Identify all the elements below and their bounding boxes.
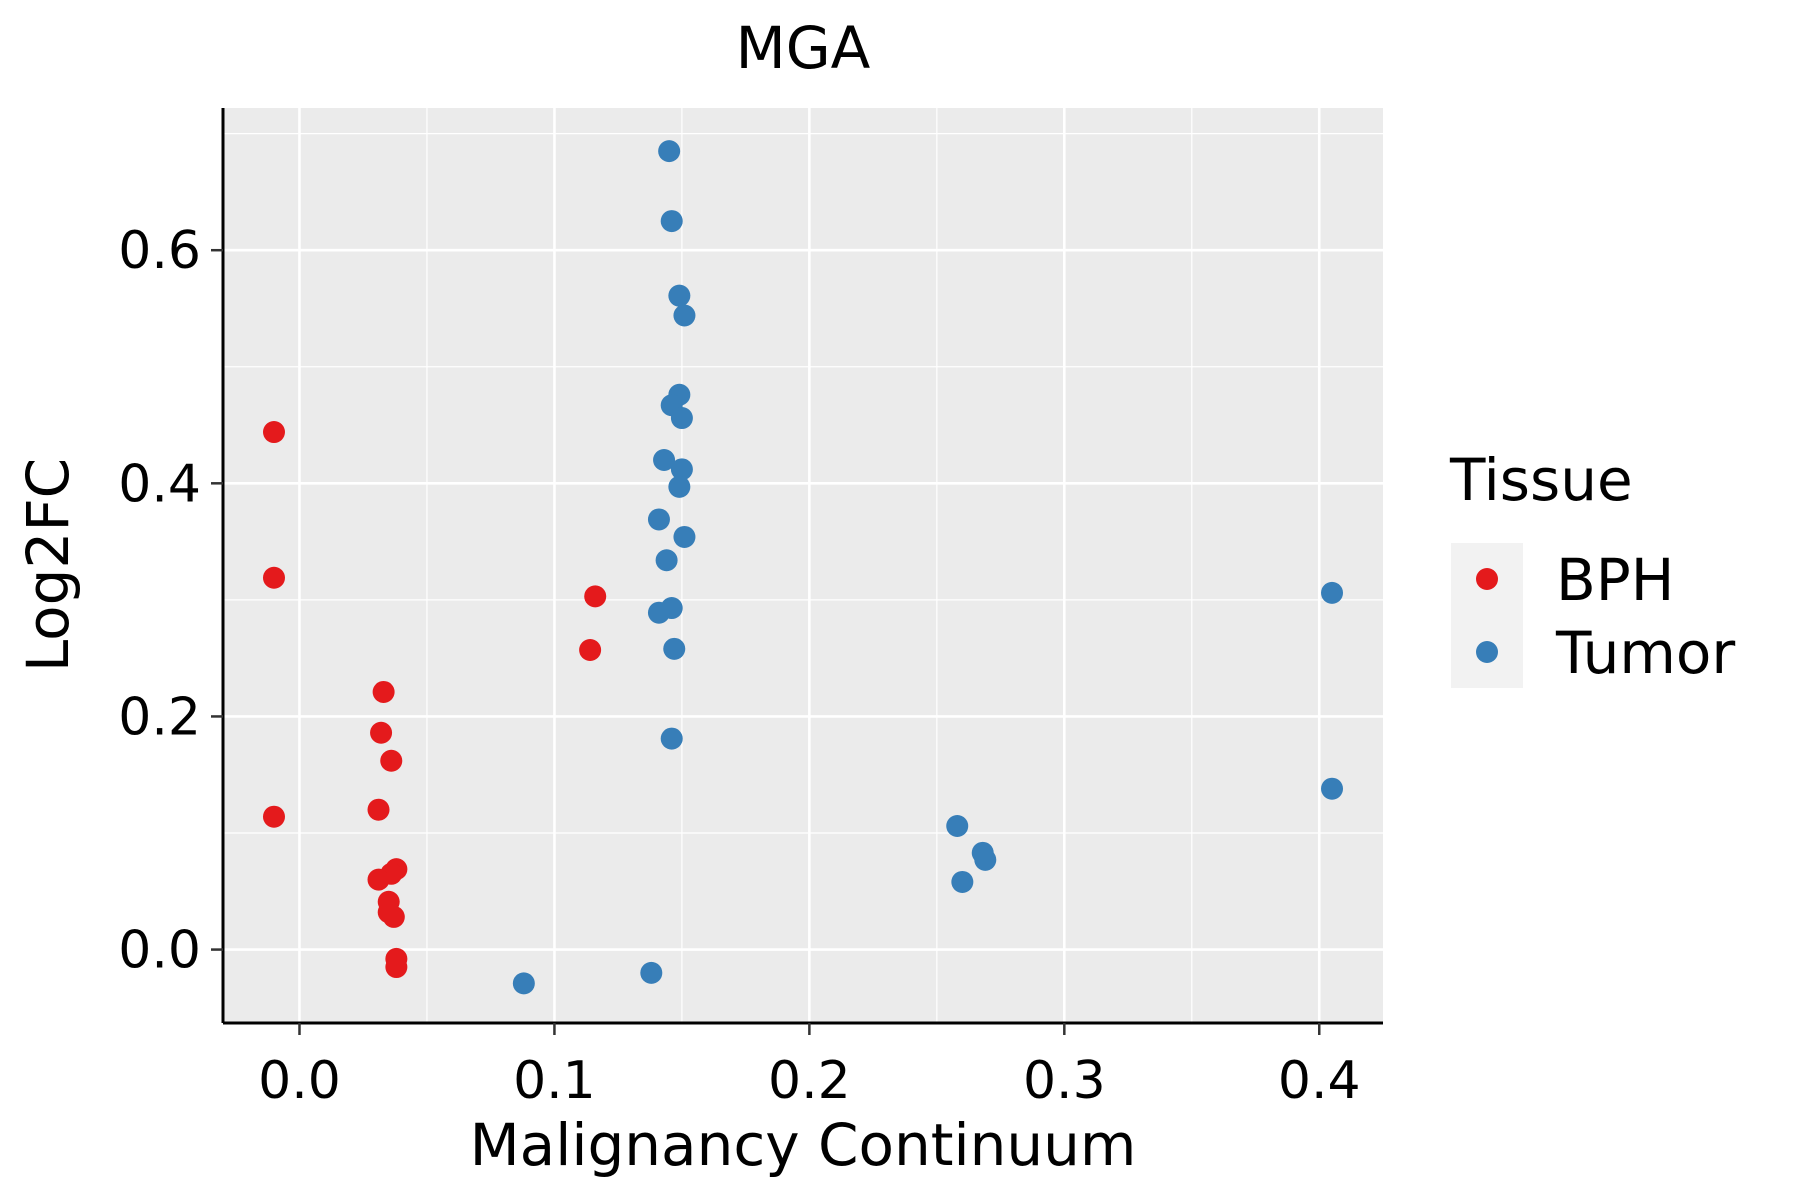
major-gridlines — [223, 108, 1383, 1023]
point-tumor — [647, 601, 670, 624]
point-tumor — [660, 727, 683, 750]
x-tick-label: 0.3 — [1023, 1051, 1106, 1111]
point-tumor — [673, 525, 696, 548]
point-bph — [262, 566, 285, 589]
y-axis-ticks: 0.0 0.2 0.4 0.6 — [118, 221, 223, 981]
point-tumor — [670, 407, 693, 430]
y-tick-label: 0.2 — [118, 687, 201, 747]
point-bph — [584, 585, 607, 608]
x-tick-label: 0.4 — [1278, 1051, 1361, 1111]
data-points — [262, 140, 1344, 995]
point-bph — [382, 905, 405, 928]
x-axis-title: Malignancy Continuum — [470, 1111, 1137, 1179]
minor-gridlines — [223, 108, 1383, 1023]
x-axis-ticks: 0.0 0.1 0.2 0.3 0.4 — [258, 1023, 1361, 1111]
legend-label-tumor: Tumor — [1555, 619, 1735, 687]
point-tumor — [946, 815, 969, 838]
legend-label-bph: BPH — [1556, 546, 1674, 614]
point-tumor — [660, 210, 683, 233]
point-tumor — [658, 140, 681, 163]
point-bph — [367, 798, 390, 821]
legend-key-background — [1451, 543, 1523, 688]
point-bph — [380, 749, 403, 772]
x-tick-label: 0.2 — [768, 1051, 851, 1111]
y-tick-label: 0.0 — [118, 921, 201, 981]
point-tumor — [673, 304, 696, 327]
point-tumor — [653, 449, 676, 472]
x-tick-label: 0.0 — [258, 1051, 341, 1111]
y-tick-label: 0.6 — [118, 221, 201, 281]
point-tumor — [974, 848, 997, 871]
point-tumor — [647, 508, 670, 531]
point-tumor — [512, 972, 535, 995]
plot-panel — [223, 108, 1383, 1023]
point-bph — [370, 721, 393, 744]
point-bph — [372, 680, 395, 703]
x-tick-label: 0.1 — [513, 1051, 596, 1111]
point-tumor — [640, 961, 663, 984]
y-axis-title: Log2FC — [14, 458, 82, 672]
y-tick-label: 0.4 — [118, 454, 201, 514]
point-tumor — [668, 475, 691, 498]
point-bph — [385, 956, 408, 979]
point-bph — [579, 639, 602, 662]
legend-marker-tumor — [1476, 641, 1498, 663]
point-tumor — [951, 870, 974, 893]
chart-title: MGA — [736, 14, 871, 82]
legend-title: Tissue — [1449, 446, 1633, 514]
legend-marker-bph — [1476, 568, 1498, 590]
point-tumor — [1321, 581, 1344, 604]
point-bph — [262, 421, 285, 444]
point-tumor — [670, 458, 693, 481]
point-bph — [367, 868, 390, 891]
point-tumor — [663, 637, 686, 660]
point-tumor — [1321, 777, 1344, 800]
point-bph — [262, 805, 285, 828]
point-tumor — [668, 284, 691, 307]
point-tumor — [655, 549, 678, 572]
